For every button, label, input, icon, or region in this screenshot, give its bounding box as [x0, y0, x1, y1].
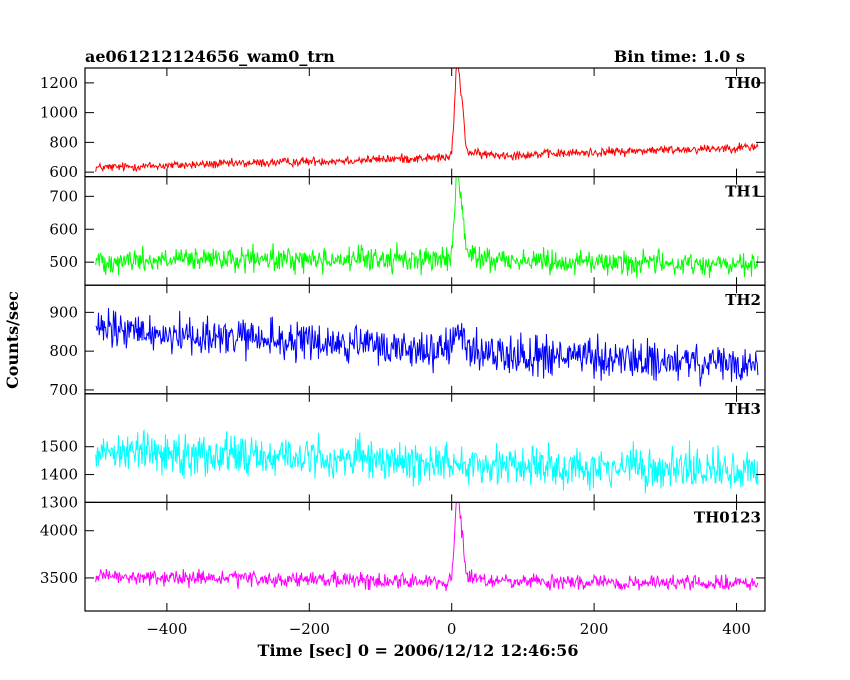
y-tick-label: 1300	[40, 493, 78, 511]
series-th1	[95, 176, 759, 279]
y-tick-label: 900	[49, 303, 78, 321]
y-tick-label: 3500	[40, 569, 78, 587]
x-tick-label: 200	[580, 620, 609, 638]
panel-name-label: TH0	[725, 74, 761, 92]
series-th0123	[95, 502, 759, 592]
panels-group: 600 800 1000 1200 TH0 500 600 700 TH1 700 800 900 TH…	[40, 67, 766, 612]
y-tick-label: 600	[49, 220, 78, 238]
panel-name-label: TH3	[725, 400, 761, 418]
y-axis-label: Counts/sec	[3, 291, 22, 389]
y-tick-label: 800	[49, 133, 78, 151]
panel-frame	[84, 176, 766, 286]
panel-th1: 500 600 700 TH1	[49, 176, 766, 286]
panel-name-label: TH2	[725, 291, 761, 309]
x-tick-label: −200	[289, 620, 330, 638]
x-tick-label: 0	[447, 620, 457, 638]
x-axis-label: Time [sec] 0 = 2006/12/12 12:46:56	[258, 641, 579, 660]
y-tick-label: 1500	[40, 438, 78, 456]
series-th2	[95, 307, 759, 387]
panel-frame	[84, 501, 766, 612]
series-th3	[95, 429, 759, 494]
panel-th0123: 3500 4000 TH0123	[40, 501, 766, 612]
y-tick-label: 700	[49, 381, 78, 399]
chart-title-right: Bin time: 1.0 s	[614, 47, 745, 66]
chart-title-left: ae061212124656_wam0_trn	[85, 47, 335, 66]
panel-th3: 1300 1400 1500 TH3	[40, 393, 766, 511]
panel-th2: 700 800 900 TH2	[49, 284, 766, 399]
y-tick-label: 1400	[40, 466, 78, 484]
y-tick-label: 500	[49, 253, 78, 271]
panel-th0: 600 800 1000 1200 TH0	[40, 67, 766, 181]
series-th0	[95, 68, 759, 173]
y-tick-label: 1000	[40, 104, 78, 122]
y-tick-label: 700	[49, 187, 78, 205]
panel-name-label: TH0123	[694, 508, 761, 526]
x-tick-label: −400	[146, 620, 187, 638]
panel-frame	[84, 67, 766, 178]
panel-name-label: TH1	[725, 183, 761, 201]
x-tick-label: 400	[722, 620, 751, 638]
x-axis: −400 −200 0 200 400	[146, 620, 751, 638]
y-tick-label: 1200	[40, 74, 78, 92]
y-tick-label: 600	[49, 163, 78, 181]
y-tick-label: 4000	[40, 522, 78, 540]
y-tick-label: 800	[49, 342, 78, 360]
